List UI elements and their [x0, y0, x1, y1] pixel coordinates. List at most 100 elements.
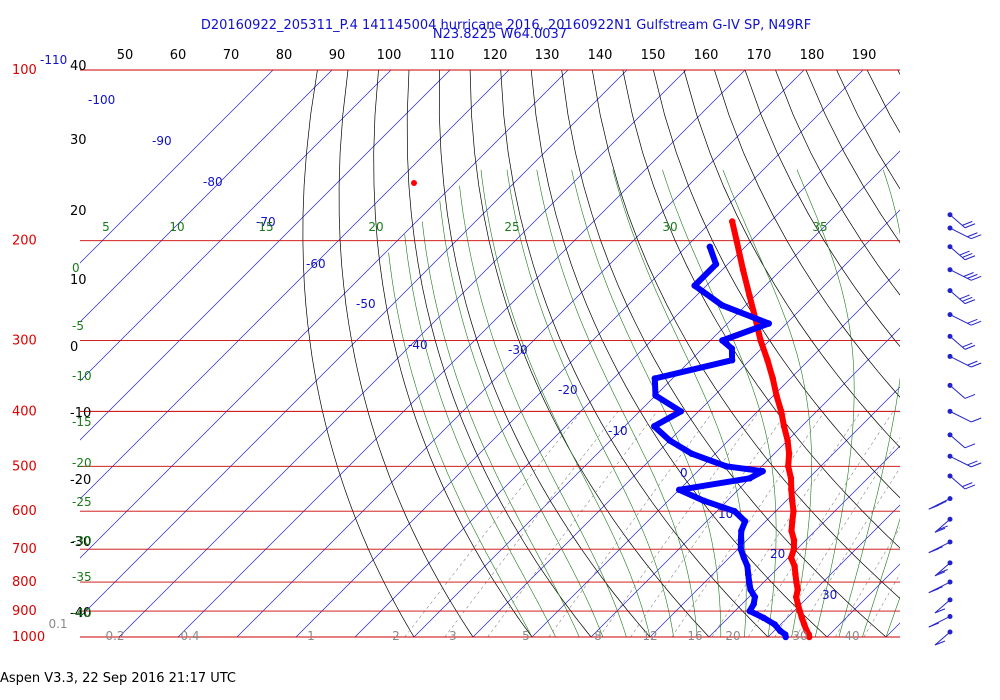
moist-adiabat-line [612, 169, 747, 637]
temperature-outlier-point [411, 180, 417, 186]
top-scale-label: 60 [170, 48, 187, 63]
isotherm-line [413, 150, 900, 637]
mixing-ratio-label: 16 [687, 629, 702, 643]
temperature-profile-point [796, 607, 803, 615]
pressure-label: 300 [12, 334, 37, 349]
dry-adiabat-line [469, 70, 710, 637]
moist-left-label: -10 [72, 369, 92, 383]
left-scale-label: 0 [70, 340, 78, 355]
temperature-profile-point [785, 463, 792, 470]
wind-barb-staff [949, 455, 972, 468]
isotherm-line [590, 327, 900, 637]
dewpoint-profile-point [746, 607, 753, 615]
dewpoint-profile-point [737, 546, 744, 553]
isotherm-label: -70 [256, 215, 276, 229]
temperature-profile-point [791, 563, 798, 570]
wind-barb-flag [962, 252, 973, 258]
wind-barb-flag [964, 443, 976, 449]
top-scale-label: 100 [377, 48, 402, 63]
dewpoint-profile-point [651, 375, 658, 382]
wind-barb-flag [937, 569, 948, 574]
left-scale-label: -20 [70, 473, 91, 488]
moist-left-label: -5 [72, 319, 84, 333]
dry-adiabat-line [805, 70, 900, 244]
wind-barb-flag [971, 362, 982, 368]
temperature-profile-point [729, 218, 736, 225]
top-scale-label: 190 [852, 48, 877, 63]
isotherm-label: -90 [152, 134, 172, 148]
isotherm-line [767, 504, 900, 637]
wind-barb-staff [934, 599, 951, 614]
top-scale-label: 110 [430, 48, 455, 63]
wind-barb [947, 212, 976, 229]
moist-left-label: -20 [72, 456, 92, 470]
top-scale-label: 160 [694, 48, 719, 63]
top-scale-label: 150 [641, 48, 666, 63]
plot-area [80, 70, 1000, 637]
dewpoint-profile-point [712, 261, 720, 268]
temperature-profile-point [793, 578, 800, 586]
moist-adiabat-line [421, 221, 580, 637]
wind-barb [934, 516, 953, 533]
mixing-ratio-line [747, 411, 894, 637]
temperature-profile-point [790, 537, 798, 544]
dewpoint-profile-point [746, 475, 753, 482]
dewpoint-profile-point [677, 408, 685, 415]
moist-adiabat-line [388, 252, 533, 637]
wind-barb-flag [964, 223, 976, 229]
wind-barb-staff [949, 475, 966, 490]
left-scale-label: 40 [70, 59, 87, 74]
wind-barb-flag [964, 344, 976, 350]
dry-adiabat-line [959, 70, 1000, 637]
moist-adiabat-line [885, 596, 900, 637]
wind-barb-staff [949, 246, 966, 261]
wind-barb-flag [971, 417, 982, 423]
dewpoint-profile-point [731, 508, 738, 515]
dewpoint-profile-point [718, 302, 726, 309]
temperature-profile-point [785, 450, 793, 457]
mixing-ratio-label: 0.1 [48, 617, 67, 631]
wind-barb [934, 629, 953, 646]
pressure-label: 900 [12, 604, 37, 619]
mixing-ratio-line [863, 573, 900, 637]
dewpoint-profile-point [723, 463, 730, 470]
dry-adiabat-line [775, 70, 900, 296]
mixing-ratio-label: 3 [449, 629, 457, 643]
pressure-label: 200 [12, 234, 37, 249]
pressure-label: 1000 [12, 630, 45, 645]
wind-barb-flag [959, 294, 970, 300]
pressure-label: 100 [12, 63, 37, 78]
wind-barb-flag [934, 527, 946, 533]
mixing-ratio-label: 40 [844, 629, 859, 643]
temperature-profile-point [788, 486, 795, 493]
wind-barb-flag [934, 608, 946, 614]
isotherm-label: -20 [558, 383, 578, 397]
mixing-ratio-line [835, 526, 900, 637]
top-scale-label: 90 [329, 48, 346, 63]
dewpoint-profile-point [771, 621, 778, 628]
temperature-profile-point [801, 621, 808, 628]
dewpoint-profile-point [759, 468, 766, 475]
moist-left-label: -35 [72, 570, 92, 584]
temperature-profile-point [803, 627, 810, 634]
isotherm-line [80, 70, 333, 323]
mixing-ratio-line [404, 411, 582, 637]
dry-adiabat-line [744, 70, 900, 347]
isotherm-label: 30 [822, 588, 837, 602]
moist-adiabat-line [404, 234, 556, 637]
mixing-ratio-line [795, 467, 900, 637]
wind-barb [947, 244, 976, 261]
isotherm-label: -110 [40, 53, 67, 67]
wind-barb-flag [962, 296, 973, 302]
left-scale-label: 20 [70, 204, 87, 219]
dry-adiabat-line [338, 70, 474, 637]
wind-barb-staff [949, 336, 966, 350]
wind-barb-flag [967, 273, 978, 279]
mixing-ratio-label: 0.2 [105, 629, 124, 643]
moist-adiabat-label: 5 [102, 220, 110, 234]
wind-barb [947, 312, 982, 326]
wind-barb-flag [962, 342, 973, 348]
temperature-profile-point [780, 423, 788, 430]
dry-adiabat-line [836, 70, 900, 190]
wind-barb [947, 333, 976, 350]
